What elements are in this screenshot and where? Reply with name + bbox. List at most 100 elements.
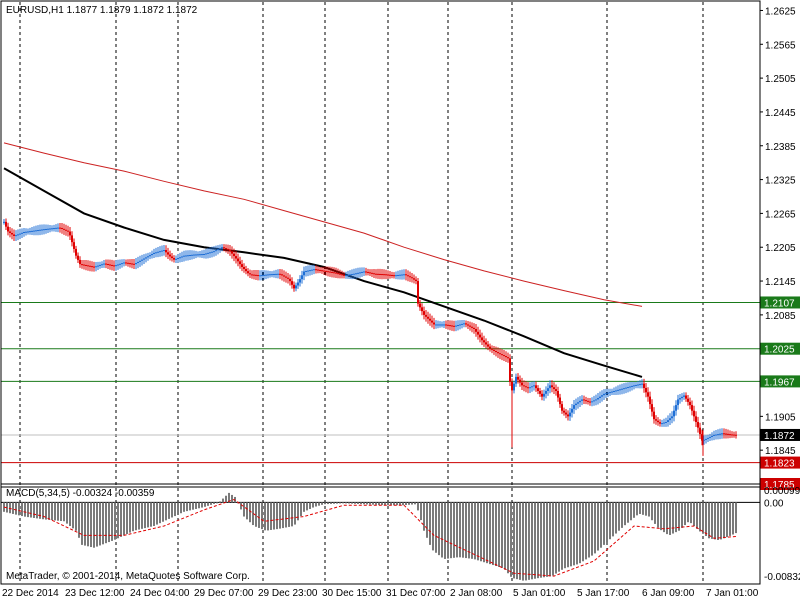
macd-histogram-bar <box>87 502 89 547</box>
time-tick-label: 22 Dec 2014 <box>2 588 59 599</box>
macd-histogram-bar <box>666 502 668 535</box>
candle-bull <box>117 264 119 266</box>
macd-histogram-bar <box>177 502 179 515</box>
candle-bear <box>339 273 341 275</box>
macd-histogram-bar <box>357 502 359 504</box>
candle-bull <box>571 408 573 413</box>
candle-bull <box>347 274 349 276</box>
candle-bear <box>583 399 585 401</box>
candle-bull <box>191 254 193 256</box>
candle-bull <box>543 393 545 397</box>
macd-histogram-bar <box>582 502 584 562</box>
candle-bear <box>643 383 645 388</box>
candle-bear <box>521 382 523 386</box>
candle-bear <box>5 221 7 227</box>
time-tick-label: 5 Jan 17:00 <box>577 588 630 599</box>
candle-bull <box>313 269 315 271</box>
candle-bear <box>563 410 565 413</box>
macd-histogram-bar <box>21 502 23 517</box>
candle-bull <box>455 325 457 327</box>
time-tick-label: 29 Dec 23:00 <box>258 588 318 599</box>
macd-histogram-bar <box>552 502 554 576</box>
candle-bull <box>667 420 669 422</box>
macd-histogram-bar <box>378 502 380 505</box>
price-tick-label: 1.2265 <box>765 209 796 220</box>
candle-bull <box>53 228 55 230</box>
macd-histogram-bar <box>15 502 17 515</box>
candle-bear <box>133 263 135 265</box>
candle-bull <box>27 231 29 233</box>
macd-histogram-bar <box>42 502 44 520</box>
macd-histogram-bar <box>435 502 437 553</box>
macd-histogram-bar <box>93 502 95 548</box>
macd-histogram-bar <box>480 502 482 562</box>
macd-histogram-bar <box>711 502 713 539</box>
candle-bull <box>619 389 621 391</box>
candle-bull <box>203 253 205 255</box>
macd-histogram-bar <box>417 502 419 511</box>
candle-bear <box>335 272 337 274</box>
candle-bear <box>227 248 229 250</box>
price-tick-label: 1.2445 <box>765 108 796 119</box>
macd-histogram-bar <box>447 502 449 559</box>
macd-histogram-bar <box>381 502 383 506</box>
candle-bear <box>557 390 559 398</box>
candle-bear <box>167 252 169 255</box>
candle-bull <box>15 235 17 237</box>
macd-histogram-bar <box>723 502 725 539</box>
candle-bear <box>473 327 475 329</box>
macd-histogram-bar <box>498 502 500 567</box>
current-price-box <box>760 428 800 441</box>
macd-histogram-bar <box>78 502 80 538</box>
macd-histogram-bar <box>444 502 446 559</box>
macd-histogram-bar <box>99 502 101 546</box>
candle-bull <box>629 386 631 388</box>
candle-bull <box>603 393 605 396</box>
macd-histogram-bar <box>297 502 299 521</box>
candle-bear <box>687 398 689 402</box>
macd-histogram-bar <box>717 502 719 540</box>
macd-histogram-bar <box>165 502 167 521</box>
candle-bear <box>113 265 115 267</box>
macd-histogram-bar <box>654 502 656 524</box>
candle-bull <box>137 261 139 264</box>
macd-histogram-bar <box>282 502 284 529</box>
candle-bull <box>189 255 191 257</box>
macd-histogram-bar <box>168 502 170 519</box>
candle-bear <box>79 259 81 265</box>
candle-bear <box>517 376 519 380</box>
price-tick-label: 1.1905 <box>765 412 796 423</box>
macd-histogram-bar <box>708 502 710 539</box>
candle-bear <box>693 410 695 417</box>
time-tick-label: 30 Dec 15:00 <box>322 588 382 599</box>
macd-histogram-bar <box>681 502 683 528</box>
level-price-box <box>760 296 800 309</box>
macd-histogram-bar <box>348 502 350 504</box>
candle-bear <box>477 331 479 335</box>
macd-histogram-bar <box>72 502 74 529</box>
macd-histogram-bar <box>624 502 626 526</box>
candle-bear <box>107 264 109 266</box>
macd-histogram-bar <box>333 502 335 504</box>
candle-bear <box>465 323 467 325</box>
axis-labels: 22 Dec 2014 23 Dec 12:00 24 Dec 04:00 29 De… <box>2 6 800 599</box>
candle-bull <box>717 434 719 436</box>
candle-bear <box>555 389 557 391</box>
candle-bear <box>231 251 233 254</box>
macd-histogram-bar <box>96 502 98 547</box>
macd-histogram-bar <box>594 502 596 554</box>
candle-bear <box>651 404 653 412</box>
macd-histogram-bar <box>600 502 602 548</box>
candle-bull <box>639 384 641 386</box>
macd-histogram-bar <box>300 502 302 517</box>
candle-bear <box>479 334 481 338</box>
macd-histogram-bar <box>33 502 35 518</box>
macd-histogram-bar <box>57 502 59 521</box>
candle-bear <box>125 262 127 264</box>
candle-bull <box>259 275 261 277</box>
candle-bull <box>199 254 201 256</box>
candle-bull <box>51 228 53 230</box>
candle-bull <box>621 388 623 390</box>
macd-histogram-bar <box>663 502 665 533</box>
